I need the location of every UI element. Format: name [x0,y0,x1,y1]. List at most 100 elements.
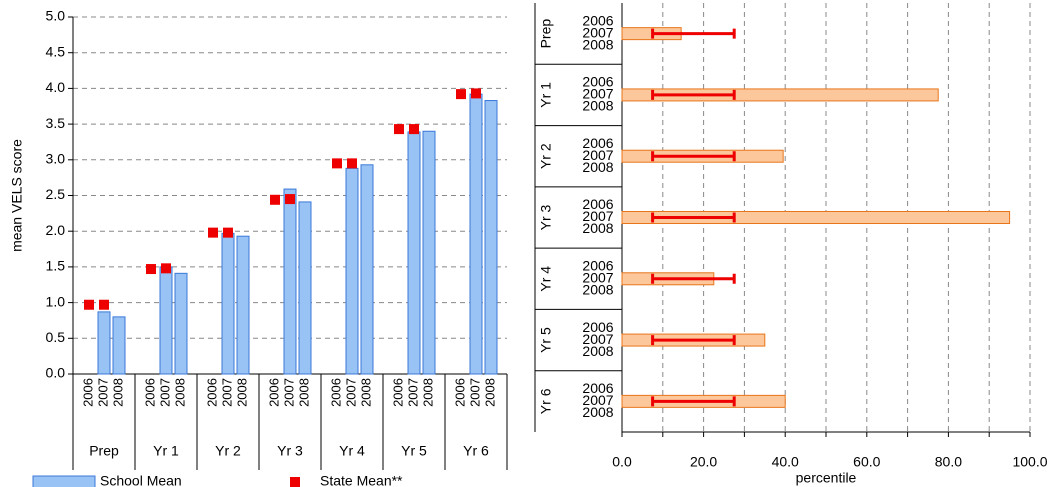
x-tick-label: 40.0 [772,454,799,470]
sub-tick-label: 2006 [142,378,157,407]
error-bar [651,273,736,284]
y-tick-label: 2.5 [46,186,66,202]
bar [621,211,1011,224]
sub-tick-label: 2007 [582,392,613,408]
sub-tick-label: 2007 [582,86,613,102]
x-tick-label: Prep [89,443,119,459]
legend-swatch [290,477,300,487]
sub-tick-label: 2007 [582,331,613,347]
marker [409,124,419,135]
y-tick-label: Yr 5 [538,327,554,353]
y-tick-label: Yr 4 [538,266,554,292]
sub-tick-label: 2006 [582,319,613,335]
sub-tick-label: 2006 [582,257,613,273]
sub-tick-label: 2008 [296,378,311,407]
sub-tick-label: 2008 [582,281,613,297]
y-tick-label: 2.0 [46,222,66,238]
sub-tick-label: 2008 [582,36,613,52]
y-tick-label: 3.5 [46,115,66,131]
y-tick-label: 4.0 [46,79,66,95]
sub-tick-label: 2007 [219,378,234,407]
bar [422,130,436,375]
x-tick-label: Yr 6 [463,443,489,459]
y-tick-label: Yr 2 [538,143,554,169]
sub-tick-label: 2007 [281,378,296,407]
y-tick-label: Prep [538,19,554,49]
y-axis-label: mean VELS score [9,139,25,252]
sub-tick-label: 2007 [582,269,613,285]
sub-tick-label: 2006 [582,380,613,396]
bar [469,93,483,375]
sub-tick-label: 2008 [172,378,187,407]
sub-tick-label: 2006 [266,378,281,407]
marker [285,194,295,205]
sub-tick-label: 2008 [234,378,249,407]
error-bar [651,89,736,100]
marker [270,194,280,205]
legend-swatch [32,475,96,487]
sub-tick-label: 2008 [358,378,373,407]
error-bar [651,396,736,407]
bar [97,311,111,375]
sub-tick-label: 2006 [582,196,613,212]
bar [221,232,235,375]
y-tick-label: 0.0 [46,365,66,381]
marker [332,158,342,169]
sub-tick-label: 2006 [582,12,613,28]
x-tick-label: 20.0 [690,454,717,470]
x-tick-label: 80.0 [935,454,962,470]
y-tick-label: 0.5 [46,329,66,345]
marker [146,264,156,275]
x-tick-label: 100.0 [1012,454,1047,470]
bar [112,316,126,375]
sub-tick-label: 2006 [452,378,467,407]
bar [298,201,312,375]
y-tick-label: Yr 6 [538,388,554,414]
sub-tick-label: 2007 [343,378,358,407]
sub-tick-label: 2007 [582,24,613,40]
sub-tick-label: 2007 [405,378,420,407]
legend-label: School Mean [100,473,182,487]
error-bar [651,28,736,39]
bar [484,100,498,375]
bar [407,131,421,375]
sub-tick-label: 2007 [157,378,172,407]
bar [283,188,297,375]
x-tick-label: Yr 3 [277,443,303,459]
sub-tick-label: 2008 [582,98,613,114]
sub-tick-label: 2006 [80,378,95,407]
x-tick-label: Yr 5 [401,443,427,459]
sub-tick-label: 2007 [95,378,110,407]
x-tick-label: Yr 1 [153,443,179,459]
y-tick-label: 1.0 [46,293,66,309]
y-tick-label: Yr 1 [538,82,554,108]
error-bar [651,151,736,162]
sub-tick-label: 2008 [420,378,435,407]
sub-tick-label: 2008 [582,343,613,359]
x-axis-label: percentile [796,470,857,486]
bar [159,266,173,375]
y-tick-label: 1.5 [46,258,66,274]
x-tick-label: 60.0 [853,454,880,470]
sub-tick-label: 2008 [582,159,613,175]
marker [99,299,109,310]
marker [394,124,404,135]
error-bar [651,212,736,223]
sub-tick-label: 2008 [582,220,613,236]
sub-tick-label: 2006 [204,378,219,407]
error-bar [651,335,736,346]
marker [347,158,357,169]
marker [161,263,171,274]
sub-tick-label: 2007 [467,378,482,407]
bar [174,272,188,375]
x-tick-label: Yr 4 [339,443,365,459]
marker [456,89,466,100]
bar [345,167,359,375]
sub-tick-label: 2007 [582,147,613,163]
sub-tick-label: 2006 [328,378,343,407]
sub-tick-label: 2006 [582,135,613,151]
bar [236,235,250,375]
sub-tick-label: 2006 [390,378,405,407]
legend-label: State Mean** [320,473,403,487]
